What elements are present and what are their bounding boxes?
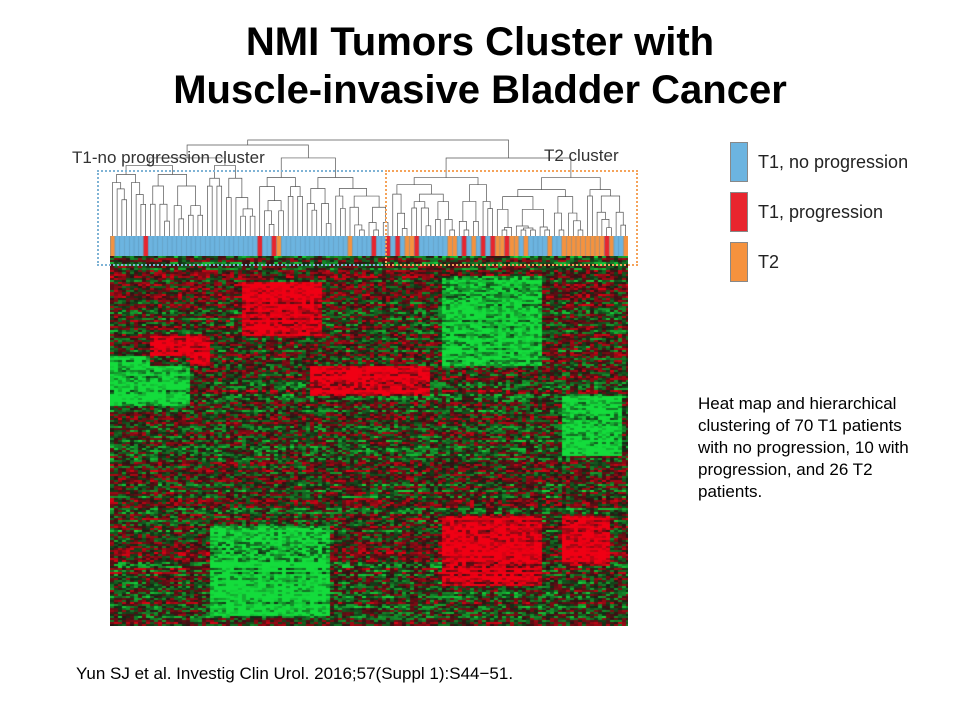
dendrogram-branch [112, 182, 122, 236]
legend-swatch [730, 242, 748, 282]
dendrogram-branch [496, 209, 509, 236]
dendrogram-branch [596, 211, 606, 236]
legend-swatch [730, 142, 748, 182]
dendrogram-branch [444, 219, 453, 236]
dendrogram-branch [435, 219, 441, 236]
dendrogram-branch [311, 209, 318, 236]
dendrogram-branch [541, 177, 601, 190]
dendrogram-branch [557, 196, 574, 214]
dendrogram-branch [437, 201, 449, 220]
dendrogram-branch [521, 209, 544, 228]
dendrogram-branch [411, 207, 417, 236]
dendrogram-branch [368, 222, 377, 236]
heatmap [110, 256, 628, 626]
dendrogram-branch [159, 203, 168, 236]
dendrogram-branch [190, 205, 201, 216]
slide-title: NMI Tumors Cluster with Muscle-invasive … [0, 18, 960, 114]
dendrogram-branch [264, 210, 272, 236]
dendrogram-branch [397, 212, 405, 236]
legend-swatch [730, 192, 748, 232]
figure-caption: Heat map and hierarchical clustering of … [698, 394, 909, 501]
sample-annotation-bar [110, 236, 628, 256]
dendrogram-branch [267, 200, 282, 211]
dendrogram-branch [420, 207, 429, 236]
t1-cluster-label: T1-no progression cluster [72, 148, 265, 167]
dendrogram-branch [615, 211, 624, 236]
dendrogram-branch [140, 204, 146, 236]
t1-cluster-box [97, 170, 387, 266]
dendrogram-branch [259, 186, 275, 236]
title-line-1: NMI Tumors Cluster with [245, 20, 715, 64]
t2-cluster-label: T2 cluster [544, 146, 619, 165]
dendrogram-branch [125, 165, 173, 175]
dendrogram-branch [247, 139, 509, 158]
title-line-2: Muscle-invasive Bladder Cancer [173, 68, 787, 112]
dendrogram-branch [135, 194, 144, 236]
dendrogram-branch [148, 157, 226, 166]
dendrogram-branch [188, 214, 194, 236]
dendrogram [112, 139, 626, 236]
dendrogram-branch [413, 201, 426, 209]
dendrogram-branch [354, 224, 363, 236]
dendrogram-branch [268, 224, 275, 236]
dendrogram-branch [290, 186, 301, 197]
dendrogram-branch [502, 196, 534, 210]
dendrogram-branch [504, 227, 512, 236]
dendrogram-branch [150, 203, 156, 236]
dendrogram-branch [297, 196, 303, 236]
dendrogram-branch [173, 205, 182, 236]
dendrogram-branch [278, 210, 284, 236]
dendrogram-branch [197, 214, 204, 236]
t2-cluster-box [385, 170, 638, 266]
dendrogram-branch [287, 196, 294, 236]
dendrogram-branch [413, 177, 479, 185]
heatmap-figure: T1-no progression cluster T2 cluster [60, 130, 660, 630]
citation: Yun SJ et al. Investig Clin Urol. 2016;5… [76, 664, 514, 683]
dendrogram-branch [280, 157, 336, 178]
dendrogram-branch [131, 182, 141, 236]
